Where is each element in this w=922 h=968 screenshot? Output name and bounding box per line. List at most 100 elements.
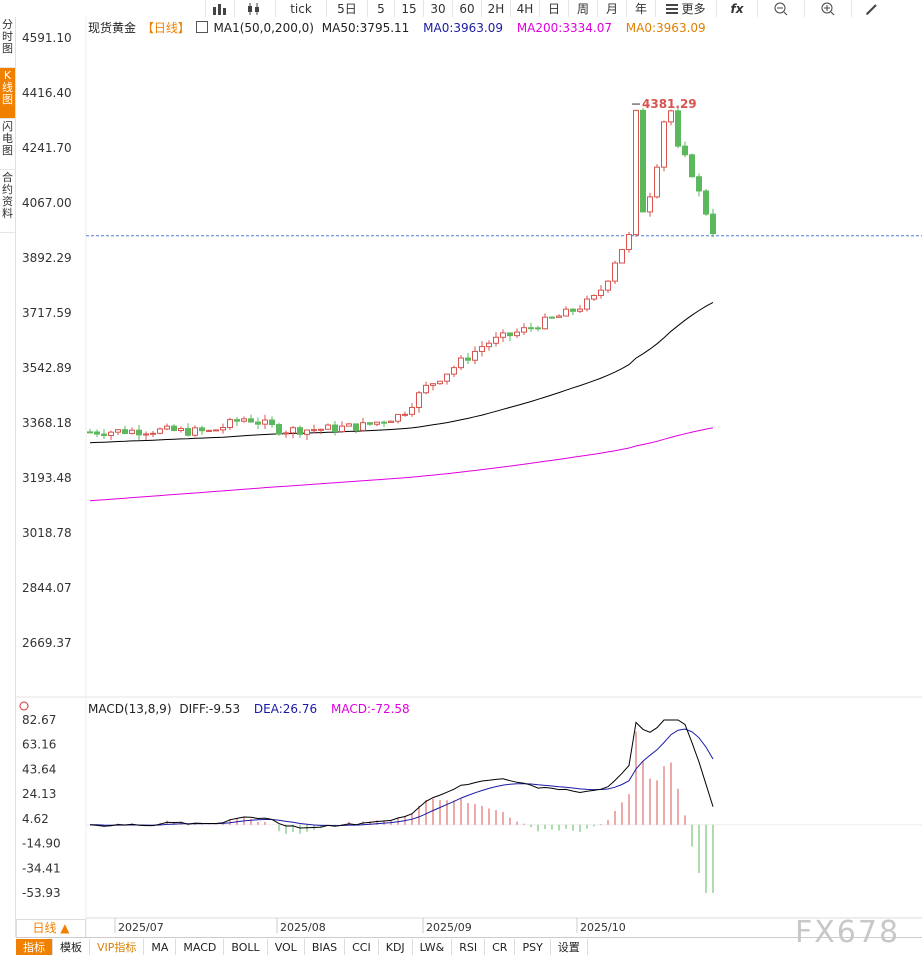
tab-vip-indicator[interactable]: VIP指标: [90, 938, 145, 956]
period-tick[interactable]: tick: [275, 0, 326, 17]
candle-body: [402, 413, 408, 416]
tab-cci[interactable]: CCI: [345, 938, 379, 956]
x-tick-label: 2025/08: [280, 921, 326, 934]
ma-name: MA1(50,0,200,0): [213, 21, 314, 35]
candle-body: [374, 421, 380, 425]
candle-body: [493, 336, 499, 344]
candle-body: [199, 427, 205, 432]
period-year[interactable]: 年: [626, 0, 655, 17]
price-tick-label: 3892.29: [22, 251, 72, 265]
formula-button[interactable]: fx: [716, 0, 757, 17]
candle-body: [605, 280, 611, 291]
tab-lw[interactable]: LW&: [413, 938, 453, 956]
candle-body: [465, 357, 471, 361]
tab-kdj[interactable]: KDJ: [379, 938, 413, 956]
macd-tick-label: -53.93: [22, 886, 61, 900]
candle-body: [164, 425, 170, 430]
main-legend: 现货黄金 【日线】 MA1(50,0,200,0) MA50:3795.11 M…: [88, 19, 712, 36]
kline-chart[interactable]: 4591.10 4416.40 4241.70 4067.00 3892.29 3717.…: [0, 0, 922, 937]
candle-body: [661, 121, 667, 168]
candle-body: [486, 342, 492, 348]
peak-label: 4381.29: [642, 97, 697, 111]
candle-body: [577, 308, 583, 312]
candle-body: [318, 428, 324, 431]
tab-boll[interactable]: BOLL: [224, 938, 268, 956]
menu-icon: [666, 3, 679, 14]
macd-tick-label: 24.13: [22, 787, 56, 801]
ma-settings-icon[interactable]: [195, 21, 208, 33]
candle-body: [269, 419, 275, 426]
period-2h[interactable]: 2H: [481, 0, 510, 17]
nav-kline[interactable]: K线图: [0, 68, 15, 119]
ma200-value: MA200:3334.07: [516, 21, 612, 35]
ma50-line: [89, 301, 714, 444]
candle-body: [549, 316, 555, 319]
candle-body: [563, 308, 569, 317]
indicator-bar: 指标 模板 VIP指标 MA MACD BOLL VOL BIAS CCI KD…: [16, 937, 922, 956]
period-5day[interactable]: 5日: [326, 0, 367, 17]
candle-body: [507, 332, 513, 337]
dea-value: DEA:26.76: [253, 702, 318, 716]
candle-body: [150, 432, 156, 435]
period-15min[interactable]: 15: [394, 0, 423, 17]
tab-settings[interactable]: 设置: [551, 938, 588, 956]
candle-body: [381, 421, 387, 424]
period-5min[interactable]: 5: [367, 0, 394, 17]
candle-body: [437, 380, 443, 385]
candle-body: [409, 406, 415, 415]
period-60min[interactable]: 60: [452, 0, 481, 17]
tab-vol[interactable]: VOL: [268, 938, 305, 956]
candle-body: [626, 234, 632, 251]
ma200-line: [89, 427, 714, 502]
period-week[interactable]: 周: [568, 0, 597, 17]
tab-psy[interactable]: PSY: [515, 938, 551, 956]
period-30min[interactable]: 30: [423, 0, 452, 17]
macd-value: MACD:-72.58: [330, 702, 410, 716]
period-4h[interactable]: 4H: [510, 0, 539, 17]
candle-style-icon[interactable]: [234, 0, 275, 17]
zoom-in-button[interactable]: [804, 0, 851, 17]
period-day[interactable]: 日: [539, 0, 568, 17]
candle-body: [136, 429, 142, 436]
nav-contract-info[interactable]: 合约资料: [0, 170, 15, 233]
nav-flash[interactable]: 闪电图: [0, 119, 15, 170]
price-tick-label: 4591.10: [22, 31, 72, 45]
period-selector[interactable]: 日线 ▲: [16, 919, 86, 938]
chart-type-icon[interactable]: [205, 0, 234, 17]
candle-body: [710, 213, 716, 235]
tab-template[interactable]: 模板: [53, 938, 90, 956]
price-tick-label: 2844.07: [22, 581, 72, 595]
candle-body: [115, 429, 121, 433]
candle-body: [395, 413, 401, 422]
candle-body: [388, 420, 394, 423]
candle-body: [339, 425, 345, 433]
candle-body: [108, 431, 114, 436]
tab-ma[interactable]: MA: [144, 938, 177, 956]
price-tick-label: 3018.78: [22, 526, 72, 540]
candle-body: [500, 332, 506, 338]
macd-settings-icon[interactable]: [19, 701, 29, 711]
more-button[interactable]: 更多: [655, 0, 716, 17]
candle-body: [472, 350, 478, 361]
zoom-out-button[interactable]: [757, 0, 804, 17]
tab-cr[interactable]: CR: [485, 938, 516, 956]
candle-body: [689, 154, 695, 178]
candle-body: [612, 262, 618, 282]
dea-line: [89, 728, 714, 827]
draw-tool-button[interactable]: [851, 0, 892, 17]
candle-body: [311, 429, 317, 432]
candle-body: [192, 427, 198, 436]
candle-body: [101, 433, 107, 436]
candle-body: [696, 176, 702, 192]
tab-rsi[interactable]: RSI: [452, 938, 486, 956]
tab-macd[interactable]: MACD: [176, 938, 225, 956]
period-month[interactable]: 月: [597, 0, 626, 17]
macd-tick-label: 63.16: [22, 738, 56, 752]
bottom-strip: [0, 955, 922, 968]
candle-body: [283, 432, 289, 435]
nav-intraday[interactable]: 分时图: [0, 17, 15, 68]
zoom-out-icon: [774, 2, 788, 15]
tab-bias[interactable]: BIAS: [305, 938, 346, 956]
tab-indicator[interactable]: 指标: [16, 938, 53, 956]
x-tick-label: 2025/10: [580, 921, 626, 934]
